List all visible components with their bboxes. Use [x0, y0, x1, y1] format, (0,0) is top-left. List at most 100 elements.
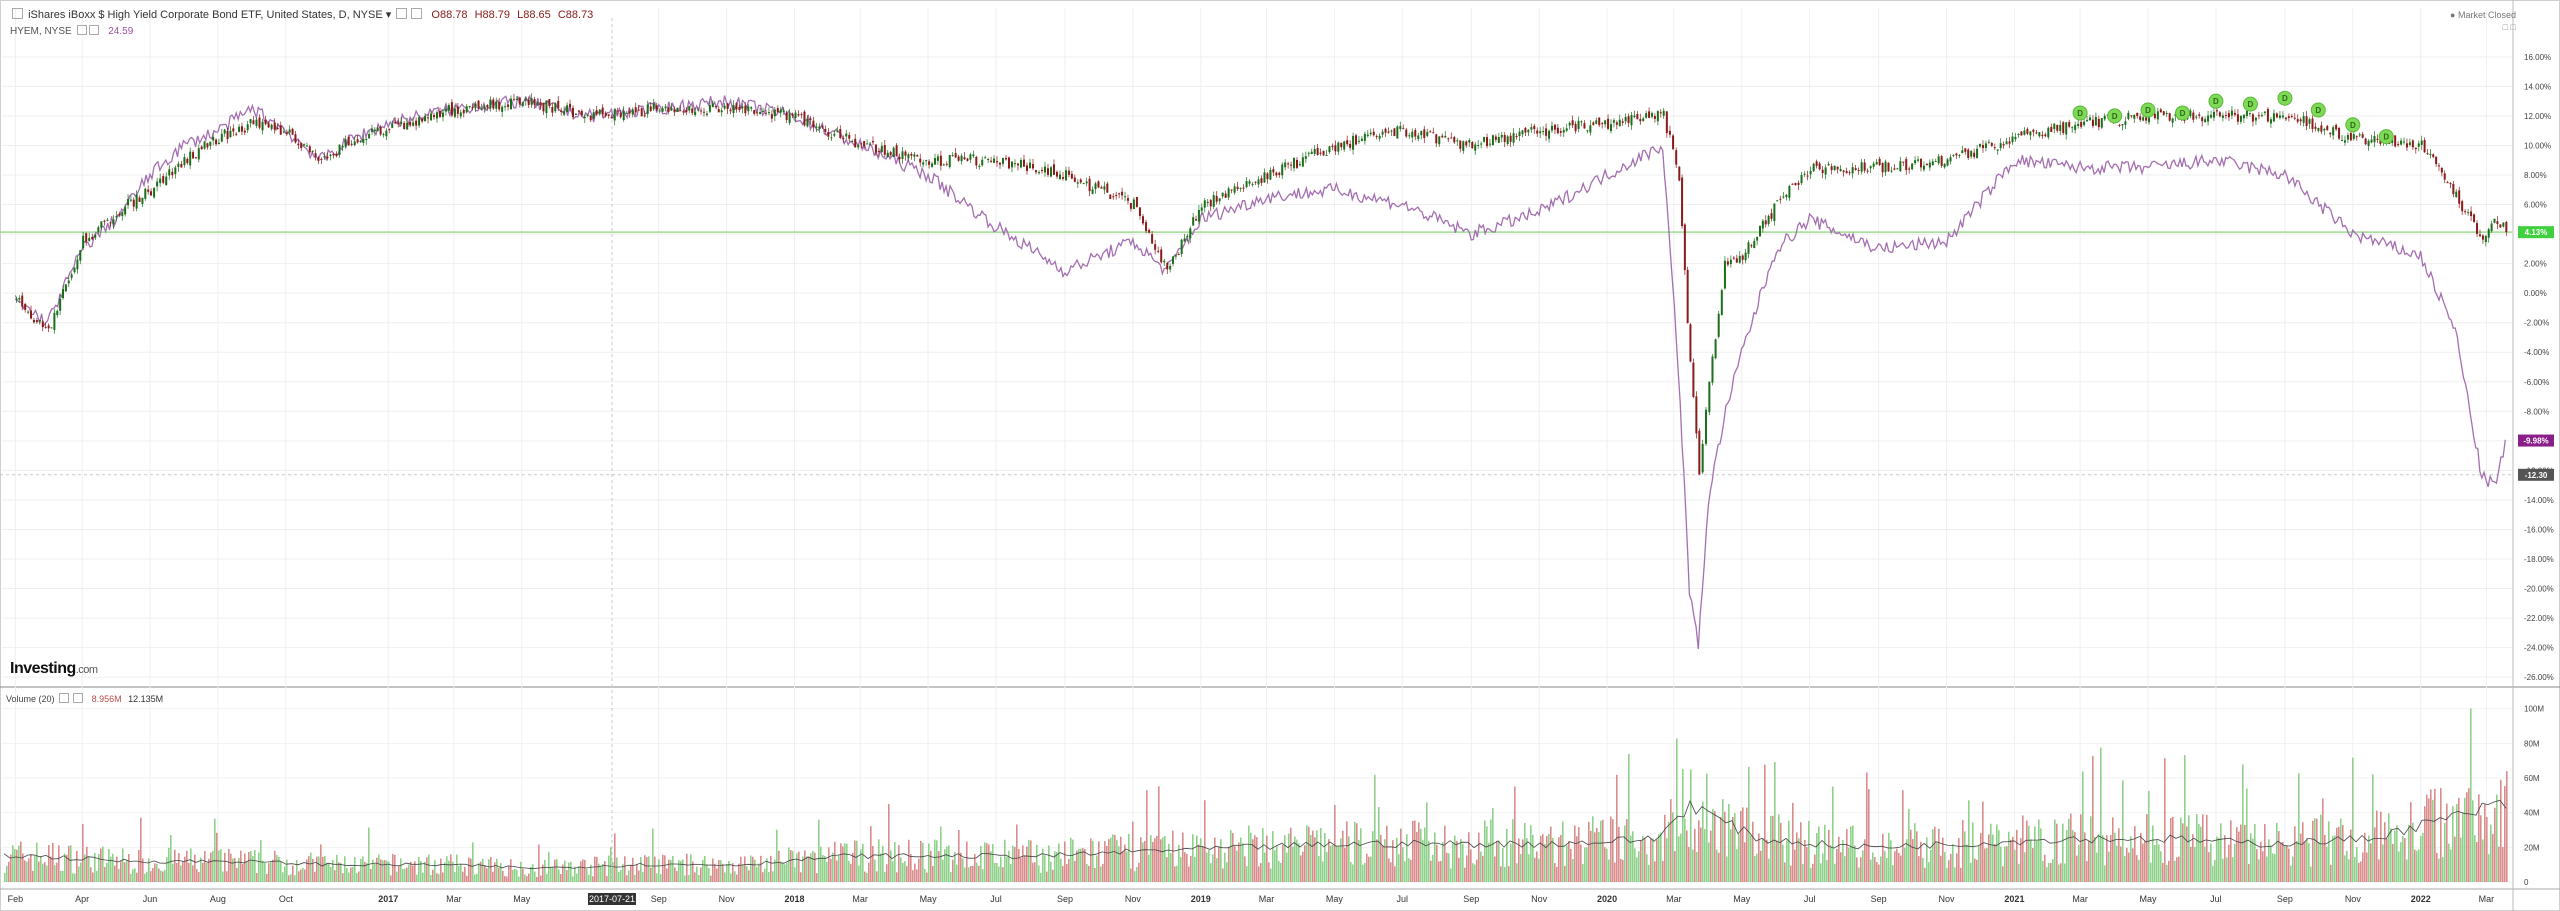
volume-bar [1214, 837, 1216, 882]
volume-bar [326, 862, 328, 882]
candle-body [1639, 118, 1642, 122]
volume-bar [1524, 823, 1526, 882]
volume-bar [1358, 840, 1360, 882]
volume-bar [360, 858, 362, 882]
volume-bar [306, 859, 308, 882]
window-controls[interactable]: □ □ [2502, 22, 2516, 32]
dividend-marker-label: D [2282, 94, 2288, 103]
candle-body [1016, 163, 1019, 166]
candle-body [2124, 121, 2127, 125]
candle-body [1088, 178, 1091, 192]
candle-body [2478, 234, 2481, 237]
volume-bar [2300, 833, 2302, 882]
candle-body [35, 320, 38, 323]
volume-settings-icon[interactable] [59, 693, 70, 703]
candle-body [1723, 260, 1726, 289]
volume-bar [2426, 794, 2428, 882]
collapse-icon[interactable] [12, 8, 23, 19]
candle-body [270, 124, 273, 129]
volume-bar [1078, 848, 1080, 882]
volume-bar [1942, 837, 1944, 882]
volume-bar [440, 858, 442, 882]
volume-bar [1724, 811, 1726, 882]
volume-bar [1820, 863, 1822, 882]
chevron-down-icon[interactable]: ▾ [385, 9, 392, 21]
volume-bar [764, 868, 766, 882]
volume-label[interactable]: Volume (20) [6, 694, 55, 704]
volume-bar [1770, 815, 1772, 882]
close-icon[interactable] [411, 8, 423, 19]
candle-body [2367, 140, 2370, 146]
candle-body [1278, 172, 1281, 175]
volume-bar [1906, 839, 1908, 882]
candle-body [1328, 146, 1331, 153]
volume-bar [2354, 857, 2356, 882]
volume-bar [1386, 825, 1388, 882]
candle-body [2332, 127, 2335, 136]
volume-bar [2500, 779, 2502, 882]
volume-bar [1116, 840, 1118, 882]
volume-bar [472, 842, 474, 882]
volume-bar [1212, 854, 1214, 882]
volume-bar [430, 875, 432, 882]
candle-body [2053, 123, 2056, 130]
compare-symbol[interactable]: HYEM, NYSE [10, 26, 72, 37]
volume-close-icon[interactable] [73, 693, 84, 703]
candle-body [1497, 137, 1500, 143]
volume-bar [232, 858, 234, 882]
candle-body [1645, 113, 1648, 118]
volume-bar [1040, 872, 1042, 882]
volume-bar [318, 856, 320, 882]
volume-bar [2090, 816, 2092, 882]
volume-bar [652, 828, 654, 882]
candle-body [1480, 143, 1483, 145]
candle-body [803, 111, 806, 126]
y-tick-label: -20.00% [2524, 585, 2554, 594]
volume-bar [158, 868, 160, 882]
candle-body [308, 146, 311, 153]
candle-body [21, 295, 24, 307]
candle-body [1729, 259, 1732, 265]
candle-body [168, 169, 171, 176]
candle-body [232, 128, 235, 132]
volume-bar [1794, 849, 1796, 882]
candle-body [2493, 218, 2496, 223]
compare-close-icon[interactable] [89, 25, 100, 35]
settings-icon[interactable] [396, 8, 408, 19]
compare-settings-icon[interactable] [77, 25, 88, 35]
volume-bar [1350, 862, 1352, 882]
symbol-title[interactable]: iShares iBoxx $ High Yield Corporate Bon… [28, 9, 383, 21]
volume-bar [1542, 834, 1544, 882]
volume-bar [1618, 826, 1620, 882]
volume-bar [446, 856, 448, 882]
candle-body [1940, 156, 1943, 166]
candle-body [533, 99, 536, 105]
candle-body [147, 189, 150, 192]
volume-bar [2428, 798, 2430, 882]
candle-body [2502, 222, 2505, 227]
volume-bar [1002, 867, 1004, 882]
candle-body [2269, 119, 2272, 124]
candle-body [1462, 141, 1465, 151]
candle-body [791, 113, 794, 116]
volume-bar [1228, 846, 1230, 882]
volume-bar [740, 856, 742, 882]
volume-bar [560, 874, 562, 882]
volume-bar [230, 853, 232, 882]
candle-body [1836, 166, 1839, 170]
volume-bar [1658, 834, 1660, 882]
volume-bar [2084, 832, 2086, 882]
candle-body [368, 133, 371, 139]
candle-body [933, 158, 936, 165]
volume-bar [122, 848, 124, 882]
volume-bar [2424, 806, 2426, 882]
candle-body [1174, 255, 1177, 257]
candle-body [1550, 125, 1553, 131]
dividend-marker [2277, 90, 2293, 106]
candle-body [1112, 196, 1115, 198]
volume-bar [634, 874, 636, 882]
volume-bar [1924, 867, 1926, 882]
candle-body [2204, 119, 2207, 123]
volume-bar [160, 870, 162, 882]
volume-bar [1676, 738, 1678, 882]
